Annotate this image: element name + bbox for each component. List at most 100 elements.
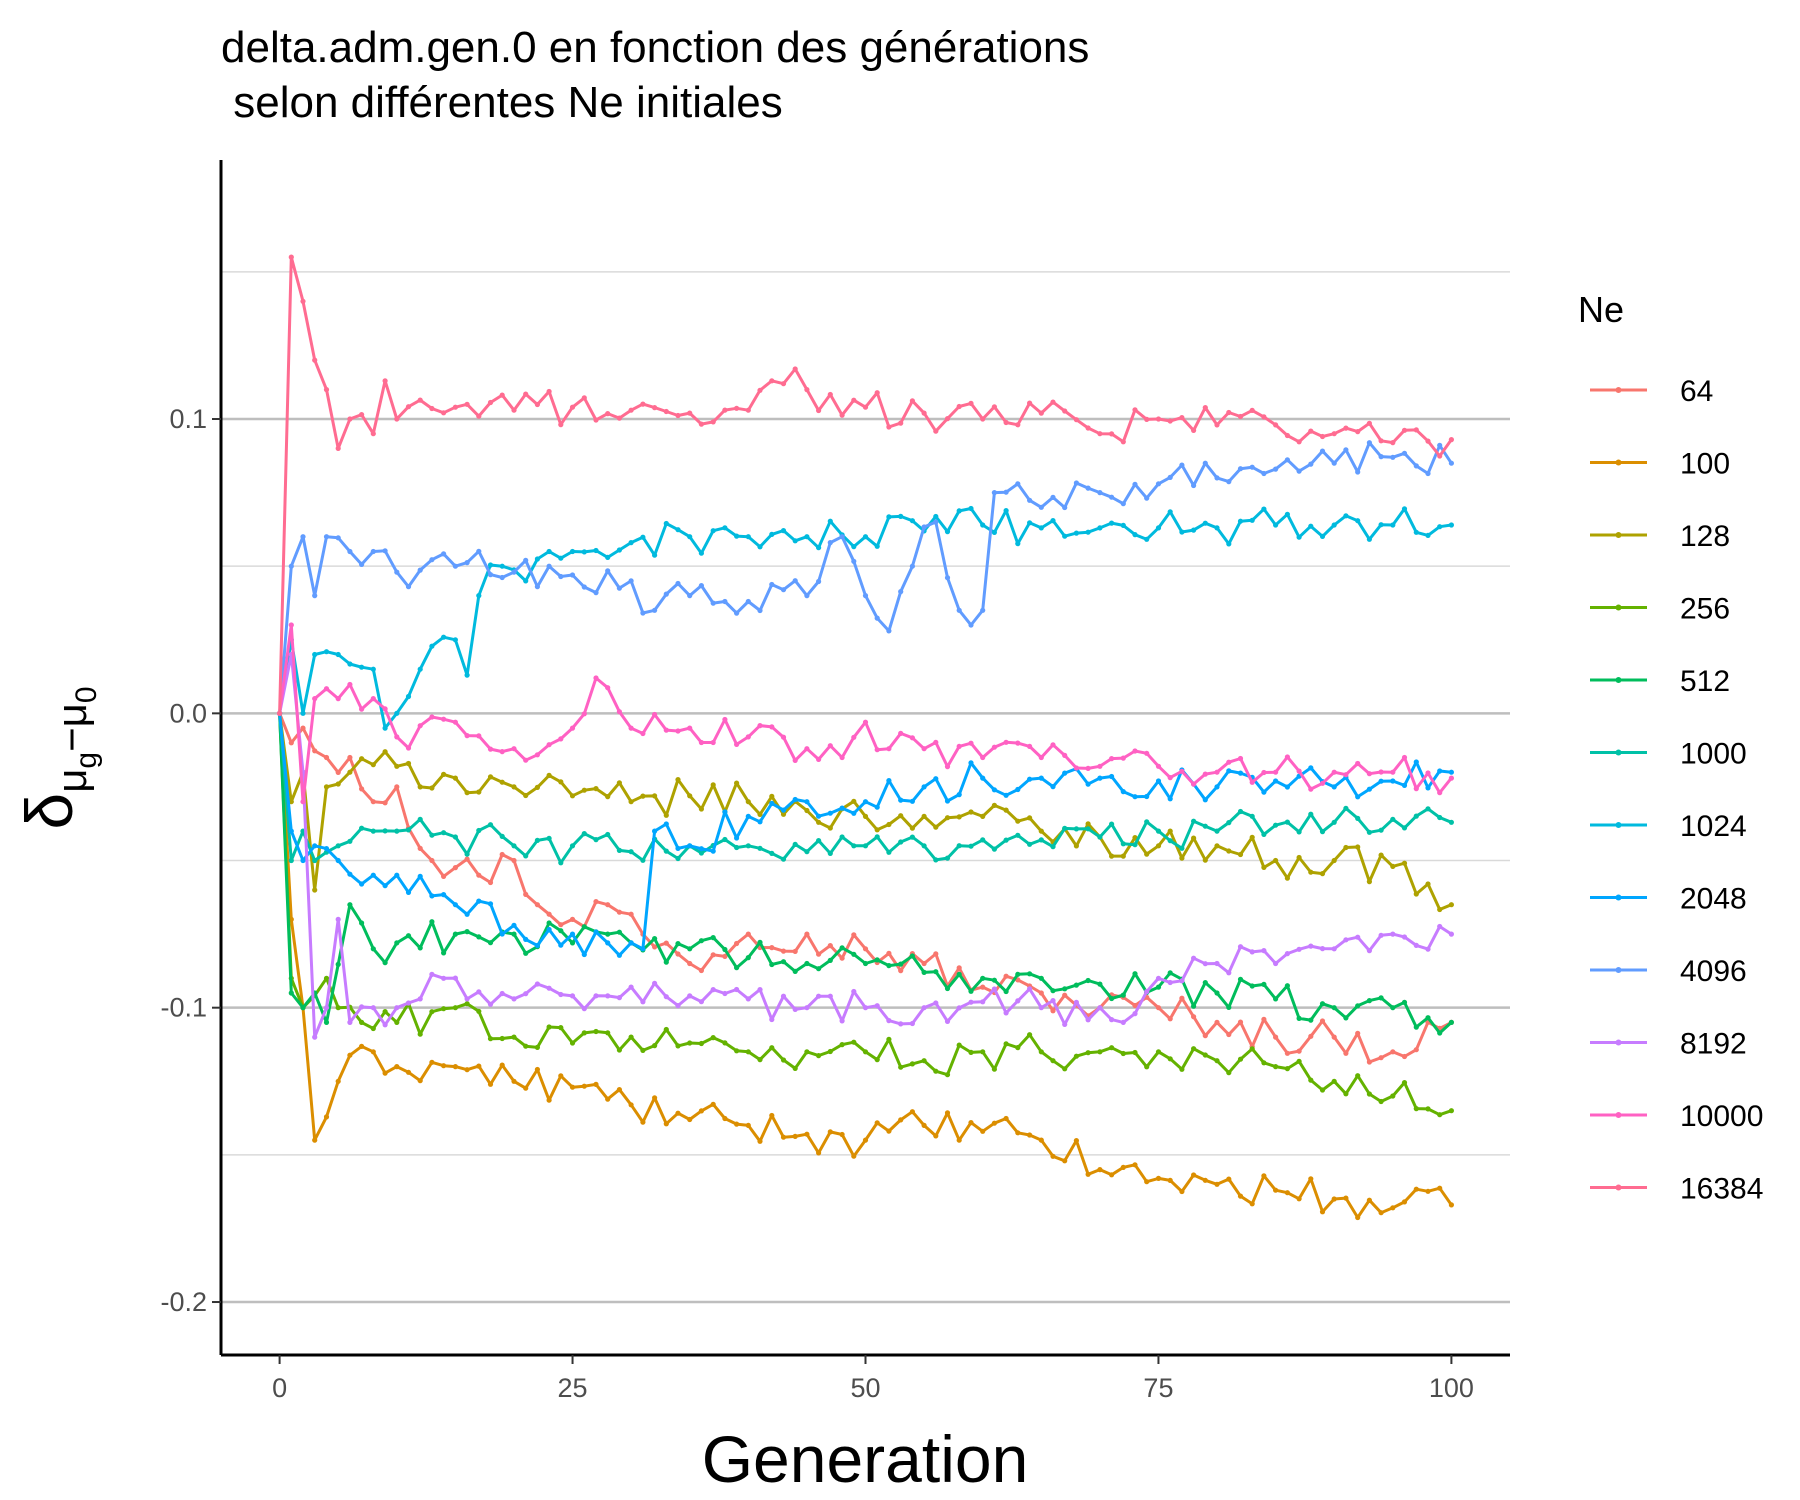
data-point — [874, 957, 880, 963]
data-point — [558, 991, 564, 998]
data-point — [991, 802, 998, 809]
data-point — [288, 563, 294, 569]
data-point — [675, 777, 681, 783]
data-point — [593, 417, 599, 423]
series-1024 — [277, 505, 1454, 731]
data-point — [569, 993, 576, 999]
data-point — [569, 1040, 576, 1046]
data-point — [1015, 422, 1021, 428]
data-point — [1437, 1112, 1443, 1118]
data-point — [1132, 842, 1138, 848]
data-point — [687, 993, 693, 999]
data-point — [804, 387, 810, 393]
data-point — [734, 533, 740, 539]
data-point — [628, 799, 634, 805]
data-point — [1167, 796, 1173, 802]
data-point — [1284, 511, 1290, 517]
data-point — [1226, 541, 1232, 547]
data-point — [909, 834, 916, 840]
data-point — [816, 1053, 822, 1059]
legend-item-1024: 1024 — [1590, 810, 1747, 843]
data-point — [1237, 1193, 1244, 1199]
data-point — [1003, 508, 1009, 514]
data-point — [1132, 1011, 1138, 1017]
data-point — [452, 975, 458, 981]
data-point — [851, 397, 857, 403]
data-point — [769, 850, 775, 857]
data-point — [1448, 819, 1454, 825]
data-point — [1214, 843, 1220, 849]
data-point — [991, 529, 998, 536]
data-point — [499, 833, 505, 840]
data-point — [476, 827, 482, 834]
data-point — [1261, 1173, 1267, 1179]
data-point — [944, 1018, 951, 1024]
data-point — [710, 987, 716, 993]
data-point — [991, 846, 998, 852]
data-point — [956, 743, 962, 750]
data-point — [1085, 1171, 1091, 1177]
data-point — [1331, 1196, 1337, 1202]
data-point — [464, 672, 470, 678]
data-point — [1249, 834, 1255, 840]
data-point — [933, 824, 939, 830]
data-point — [874, 1120, 880, 1126]
data-point — [1261, 1016, 1267, 1022]
data-point — [288, 828, 294, 834]
data-point — [417, 784, 423, 790]
legend-label: 16384 — [1680, 1173, 1763, 1206]
data-point — [1144, 1064, 1150, 1070]
data-point — [511, 843, 517, 849]
data-point — [968, 400, 974, 406]
data-point — [933, 969, 939, 975]
data-point — [335, 1005, 341, 1011]
data-point — [687, 725, 693, 731]
data-point — [581, 1006, 587, 1012]
data-point — [441, 892, 447, 898]
data-point — [405, 404, 412, 410]
data-point — [698, 806, 705, 812]
data-point — [652, 1095, 658, 1101]
data-point — [441, 1006, 447, 1012]
legend-label: 8192 — [1680, 1028, 1747, 1061]
data-point — [534, 784, 541, 791]
data-point — [1062, 986, 1068, 992]
data-point — [1132, 794, 1138, 800]
data-point — [1249, 983, 1255, 989]
data-point — [1296, 829, 1302, 835]
data-point — [464, 996, 470, 1002]
data-point — [1027, 497, 1033, 503]
data-point — [816, 407, 822, 414]
data-point — [1378, 1055, 1384, 1061]
legend-item-100: 100 — [1590, 448, 1730, 481]
data-point — [452, 931, 458, 937]
data-point — [605, 993, 611, 999]
data-point — [816, 813, 822, 819]
data-point — [1413, 759, 1419, 765]
data-point — [1097, 431, 1103, 437]
data-point — [1050, 1008, 1056, 1014]
data-point — [1390, 1205, 1396, 1211]
data-point — [1191, 835, 1197, 841]
data-point — [1366, 829, 1372, 835]
data-point — [1237, 1056, 1244, 1062]
data-point — [851, 951, 857, 957]
data-point — [862, 1005, 869, 1011]
data-point — [1027, 743, 1033, 750]
data-point — [464, 911, 470, 917]
data-point — [1401, 506, 1408, 512]
data-point — [1003, 739, 1009, 745]
data-point — [698, 938, 705, 944]
data-point — [370, 1049, 376, 1055]
data-point — [593, 993, 599, 999]
data-point — [991, 977, 998, 983]
data-point — [1202, 1033, 1208, 1039]
data-point — [757, 544, 763, 550]
data-point — [1437, 524, 1443, 530]
data-point — [886, 963, 892, 969]
legend-key-point — [1615, 604, 1622, 611]
data-point — [429, 714, 435, 720]
data-point — [1319, 1001, 1326, 1007]
data-point — [511, 1078, 517, 1084]
data-point — [1179, 768, 1185, 774]
